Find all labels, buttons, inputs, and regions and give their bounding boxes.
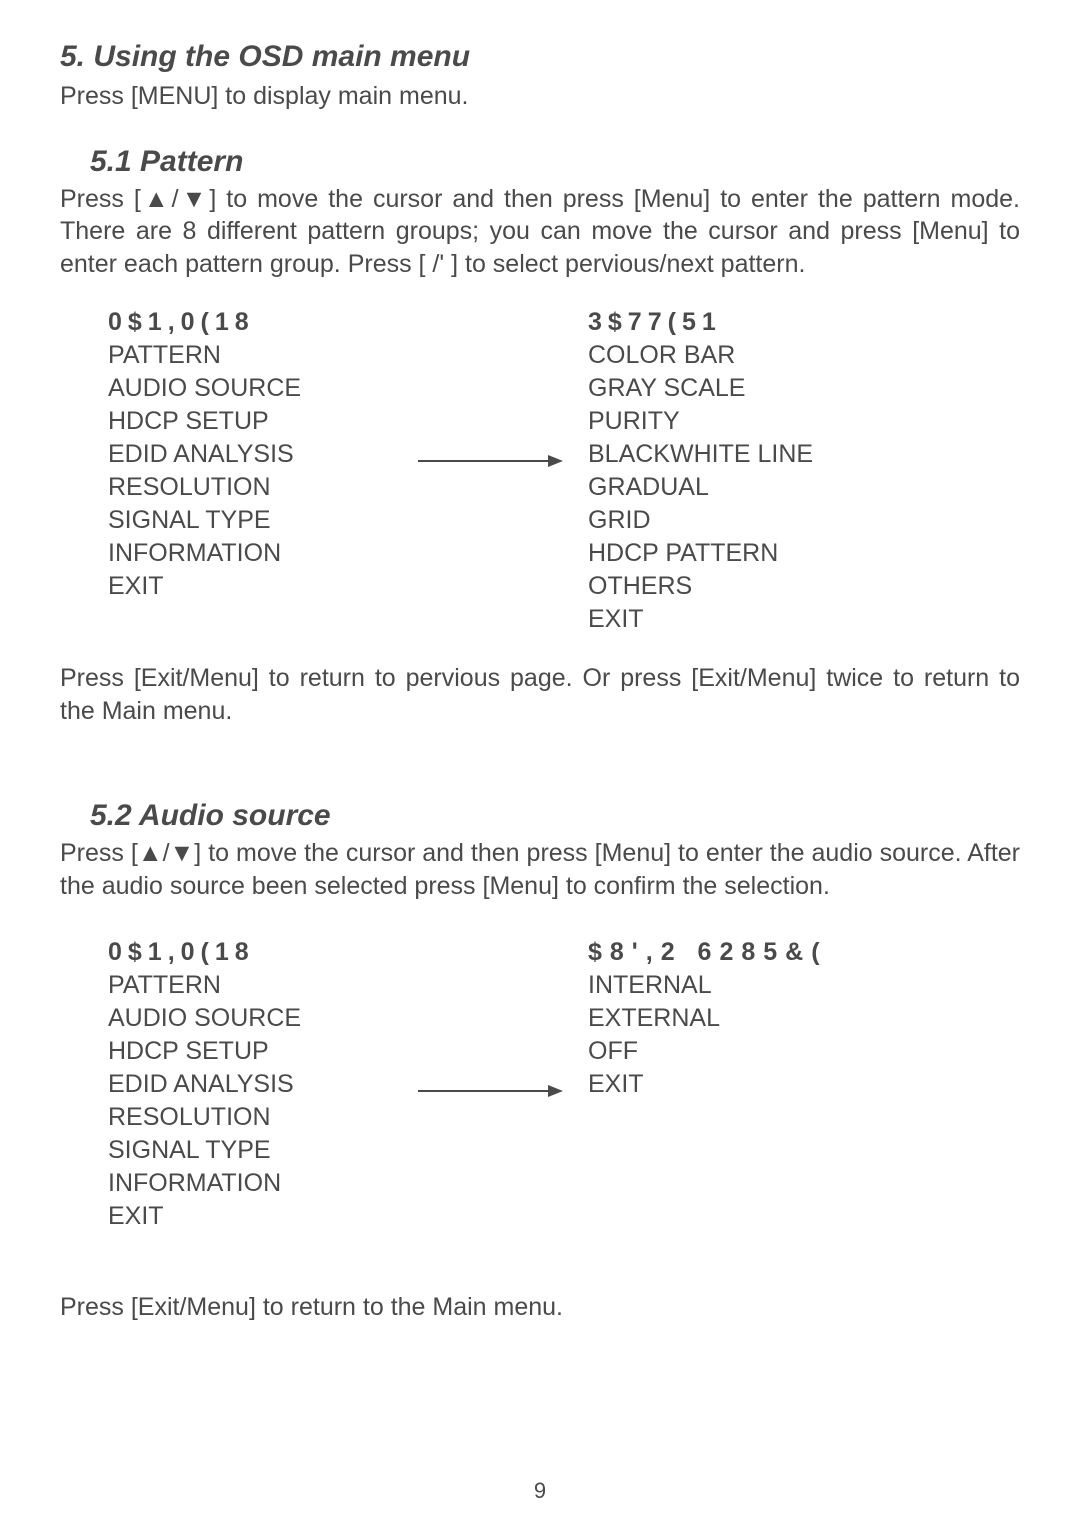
menu-item: EDID ANALYSIS <box>108 438 388 471</box>
menu-item: INFORMATION <box>108 1167 388 1200</box>
menu-item: EXIT <box>108 1200 388 1233</box>
menu-item: SIGNAL TYPE <box>108 1134 388 1167</box>
menu-item: BLACKWHITE LINE <box>588 438 813 471</box>
menu-item: EXIT <box>588 603 813 636</box>
audio-source-menu-header: $8',2 6285&( <box>588 936 828 969</box>
section-5-1-body: Press [▲/▼] to move the cursor and then … <box>60 183 1020 281</box>
arrow-icon <box>418 451 568 471</box>
menu-item: RESOLUTION <box>108 1101 388 1134</box>
menu-item: EXTERNAL <box>588 1002 828 1035</box>
section-5-2-body: Press [▲/▼] to move the cursor and then … <box>60 837 1020 902</box>
menu-item: INTERNAL <box>588 969 828 1002</box>
menu-item: HDCP SETUP <box>108 405 388 438</box>
arrow-icon <box>418 1081 568 1101</box>
section-5-title: 5. Using the OSD main menu <box>60 40 1020 74</box>
section-5-2-footer: Press [Exit/Menu] to return to the Main … <box>60 1291 1020 1324</box>
menu-item: COLOR BAR <box>588 339 813 372</box>
section-5-1-footer: Press [Exit/Menu] to return to pervious … <box>60 662 1020 727</box>
menu-item: AUDIO SOURCE <box>108 1002 388 1035</box>
main-menu-header: 0$1,0(18 <box>108 936 388 969</box>
menu-item: GRADUAL <box>588 471 813 504</box>
pattern-menu-header: 3$77(51 <box>588 306 813 339</box>
section-5-intro: Press [MENU] to display main menu. <box>60 80 1020 113</box>
menu-item: INFORMATION <box>108 537 388 570</box>
menu-item: AUDIO SOURCE <box>108 372 388 405</box>
main-menu-header: 0$1,0(18 <box>108 306 388 339</box>
page-number: 9 <box>534 1478 546 1504</box>
menu-item: PURITY <box>588 405 813 438</box>
menu-item: GRAY SCALE <box>588 372 813 405</box>
menu-item: OTHERS <box>588 570 813 603</box>
menu-item: HDCP SETUP <box>108 1035 388 1068</box>
menu-item: HDCP PATTERN <box>588 537 813 570</box>
menu-item: RESOLUTION <box>108 471 388 504</box>
menu-diagram-5-1: 0$1,0(18 PATTERN AUDIO SOURCE HDCP SETUP… <box>108 306 1020 636</box>
menu-diagram-5-2: 0$1,0(18 PATTERN AUDIO SOURCE HDCP SETUP… <box>108 936 1020 1233</box>
menu-item: PATTERN <box>108 339 388 372</box>
menu-item: GRID <box>588 504 813 537</box>
menu-item: EXIT <box>108 570 388 603</box>
section-5-2-title: 5.2 Audio source <box>90 799 1020 833</box>
section-5-1-title: 5.1 Pattern <box>90 145 1020 179</box>
menu-item: OFF <box>588 1035 828 1068</box>
menu-item: EXIT <box>588 1068 828 1101</box>
menu-item: SIGNAL TYPE <box>108 504 388 537</box>
menu-item: EDID ANALYSIS <box>108 1068 388 1101</box>
menu-item: PATTERN <box>108 969 388 1002</box>
